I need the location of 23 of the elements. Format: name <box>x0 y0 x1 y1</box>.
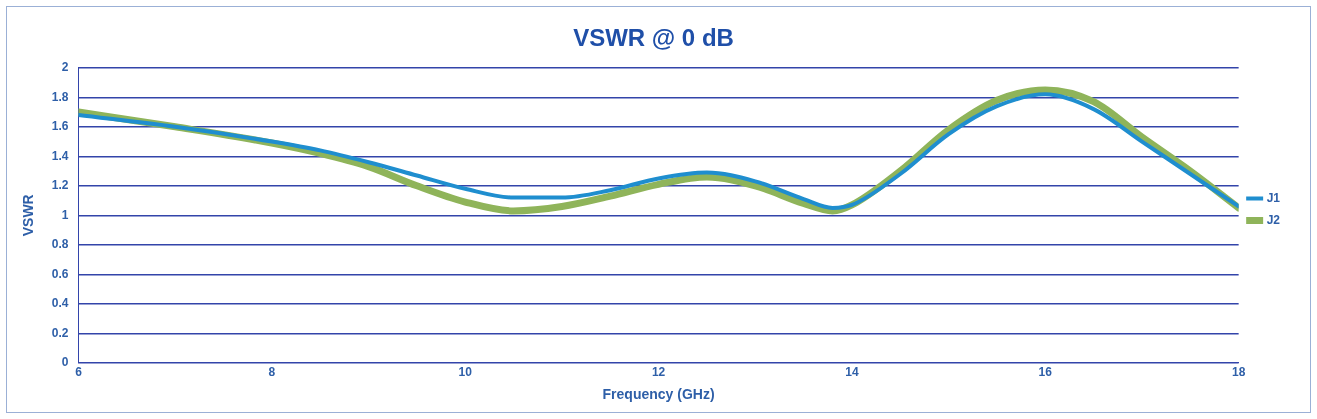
y-tick-label: 1.4 <box>51 148 69 163</box>
x-tick-label: 18 <box>1231 365 1246 380</box>
y-tick-label: 0.6 <box>51 266 69 281</box>
y-axis-title: VSWR <box>20 194 37 237</box>
x-axis-title: Frequency (GHz) <box>602 386 715 403</box>
y-tick-label: 1.8 <box>51 89 69 104</box>
x-tick-label: 8 <box>268 365 276 380</box>
y-tick-label: 0.2 <box>51 325 69 340</box>
y-tick-label: 1.2 <box>51 178 69 193</box>
x-tick-label: 10 <box>458 365 473 380</box>
x-tick-label: 16 <box>1038 365 1053 380</box>
x-tick-label: 14 <box>845 365 859 380</box>
y-tick-label: 0.8 <box>51 237 69 252</box>
x-tick-label: 6 <box>75 365 83 380</box>
y-tick-label: 0 <box>61 355 69 370</box>
legend-label: J1 <box>1266 190 1281 205</box>
chart-title: VSWR @ 0 dB <box>573 24 734 52</box>
x-tick-label: 12 <box>651 365 666 380</box>
y-tick-label: 1.6 <box>51 119 69 134</box>
legend-label: J2 <box>1266 212 1281 227</box>
y-tick-label: 1 <box>61 207 69 222</box>
y-tick-label: 0.4 <box>51 296 69 311</box>
y-tick-label: 2 <box>61 60 69 75</box>
